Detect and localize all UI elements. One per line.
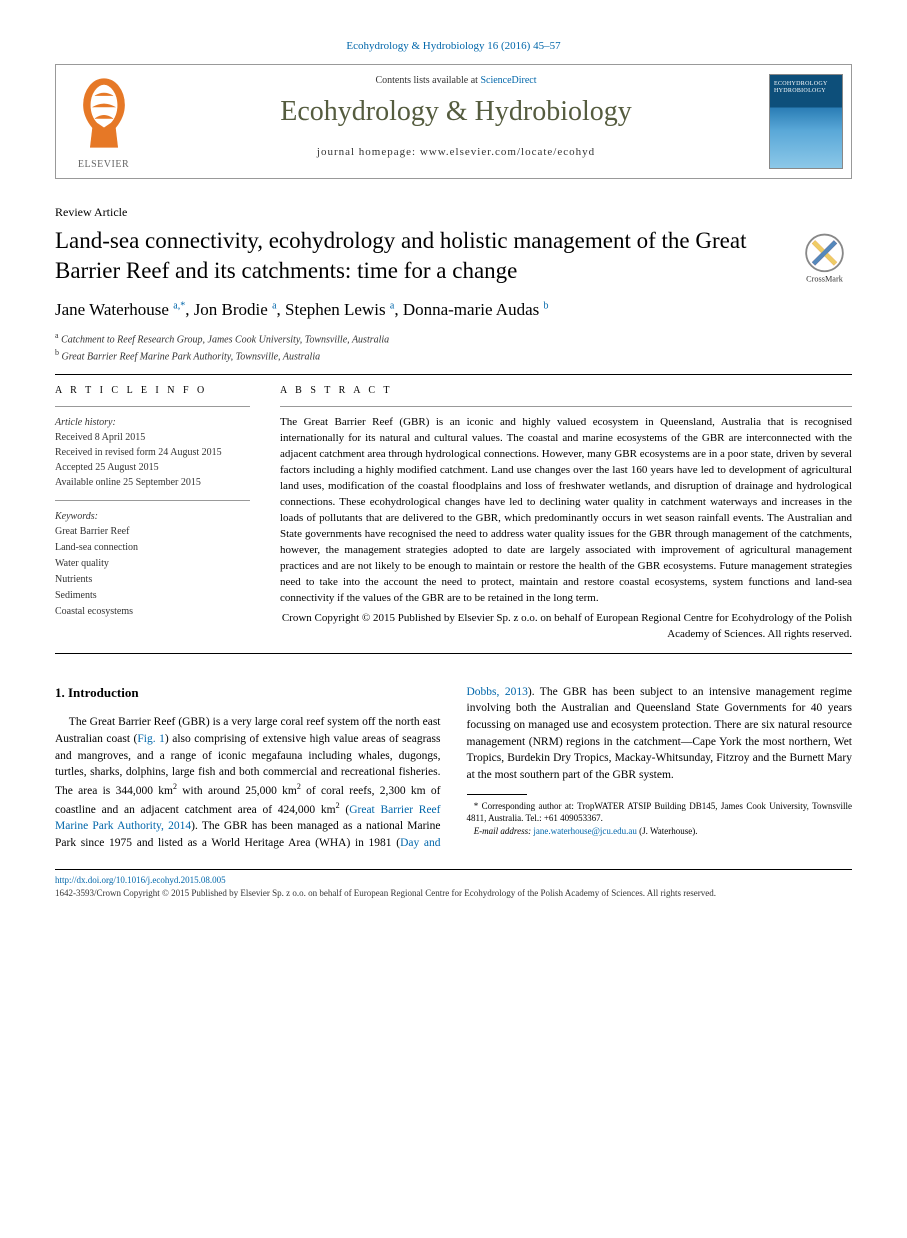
- keyword-3: Water quality: [55, 556, 250, 572]
- contents-prefix: Contents lists available at: [375, 75, 480, 86]
- history-accepted: Accepted 25 August 2015: [55, 460, 250, 475]
- elsevier-logo: ELSEVIER: [69, 73, 139, 170]
- abstract-text: The Great Barrier Reef (GBR) is an iconi…: [280, 415, 852, 606]
- body-two-column: 1. Introduction The Great Barrier Reef (…: [55, 684, 852, 852]
- abstract-rule: [280, 406, 852, 407]
- keywords-label: Keywords:: [55, 509, 250, 524]
- sciencedirect-link[interactable]: ScienceDirect: [480, 75, 536, 86]
- keyword-4: Nutrients: [55, 572, 250, 588]
- keyword-6: Coastal ecosystems: [55, 604, 250, 620]
- section-1-heading: 1. Introduction: [55, 684, 441, 703]
- issn-copyright-line: 1642-3593/Crown Copyright © 2015 Publish…: [55, 887, 852, 900]
- divider-bottom: [55, 653, 852, 654]
- article-info-column: A R T I C L E I N F O Article history: R…: [55, 385, 250, 642]
- info-rule-2: [55, 500, 250, 501]
- journal-title: Ecohydrology & Hydrobiology: [151, 96, 761, 128]
- running-header-citation: Ecohydrology & Hydrobiology 16 (2016) 45…: [55, 40, 852, 52]
- masthead-center: Contents lists available at ScienceDirec…: [151, 65, 761, 178]
- page: Ecohydrology & Hydrobiology 16 (2016) 45…: [0, 0, 907, 930]
- abstract-copyright: Crown Copyright © 2015 Published by Else…: [280, 611, 852, 643]
- journal-cover-thumbnail: ECOHYDROLOGY HYDROBIOLOGY: [769, 74, 843, 169]
- svg-text:CrossMark: CrossMark: [806, 274, 844, 283]
- article-info-heading: A R T I C L E I N F O: [55, 385, 250, 396]
- email-label: E-mail address:: [474, 826, 534, 836]
- homepage-url[interactable]: www.elsevier.com/locate/ecohyd: [420, 146, 595, 158]
- homepage-prefix: journal homepage:: [317, 146, 420, 158]
- contents-available-line: Contents lists available at ScienceDirec…: [151, 75, 761, 86]
- info-abstract-row: A R T I C L E I N F O Article history: R…: [55, 385, 852, 642]
- article-type: Review Article: [55, 205, 852, 220]
- keyword-2: Land-sea connection: [55, 540, 250, 556]
- keyword-1: Great Barrier Reef: [55, 524, 250, 540]
- info-rule-1: [55, 406, 250, 407]
- keywords-block: Keywords: Great Barrier Reef Land-sea co…: [55, 509, 250, 620]
- page-footer: http://dx.doi.org/10.1016/j.ecohyd.2015.…: [55, 869, 852, 899]
- author-4: Donna-marie Audas b: [403, 300, 549, 319]
- fig-1-link[interactable]: Fig. 1: [137, 733, 164, 745]
- history-label: Article history:: [55, 415, 250, 430]
- affiliation-a: a Catchment to Reef Research Group, Jame…: [55, 330, 852, 347]
- corresponding-email-link[interactable]: jane.waterhouse@jcu.edu.au: [533, 826, 637, 836]
- abstract-heading: A B S T R A C T: [280, 385, 852, 396]
- affiliations: a Catchment to Reef Research Group, Jame…: [55, 330, 852, 365]
- keyword-5: Sediments: [55, 588, 250, 604]
- elsevier-tree-icon: [69, 73, 139, 153]
- history-revised: Received in revised form 24 August 2015: [55, 445, 250, 460]
- author-list: Jane Waterhouse a,*, Jon Brodie a, Steph…: [55, 300, 852, 320]
- article-title: Land-sea connectivity, ecohydrology and …: [55, 226, 777, 286]
- cover-thumbnail-block: ECOHYDROLOGY HYDROBIOLOGY: [761, 65, 851, 178]
- article-history: Article history: Received 8 April 2015 R…: [55, 415, 250, 490]
- author-3: Stephen Lewis a: [285, 300, 394, 319]
- abstract-column: A B S T R A C T The Great Barrier Reef (…: [280, 385, 852, 642]
- history-received: Received 8 April 2015: [55, 430, 250, 445]
- crossmark-badge[interactable]: CrossMark: [797, 230, 852, 285]
- publisher-name: ELSEVIER: [69, 159, 139, 170]
- author-2: Jon Brodie a: [194, 300, 277, 319]
- author-1: Jane Waterhouse a,*: [55, 300, 185, 319]
- publisher-logo-block: ELSEVIER: [56, 65, 151, 178]
- corresponding-author-footnote: * Corresponding author at: TropWATER ATS…: [467, 800, 853, 825]
- footnote-rule: [467, 794, 527, 795]
- affiliation-b: b Great Barrier Reef Marine Park Authori…: [55, 347, 852, 364]
- history-online: Available online 25 September 2015: [55, 475, 250, 490]
- email-footnote: E-mail address: jane.waterhouse@jcu.edu.…: [467, 825, 853, 838]
- divider-top: [55, 374, 852, 375]
- doi-link[interactable]: http://dx.doi.org/10.1016/j.ecohyd.2015.…: [55, 874, 852, 887]
- masthead: ELSEVIER Contents lists available at Sci…: [55, 64, 852, 179]
- journal-homepage-line: journal homepage: www.elsevier.com/locat…: [151, 146, 761, 158]
- cover-text: ECOHYDROLOGY HYDROBIOLOGY: [774, 81, 838, 94]
